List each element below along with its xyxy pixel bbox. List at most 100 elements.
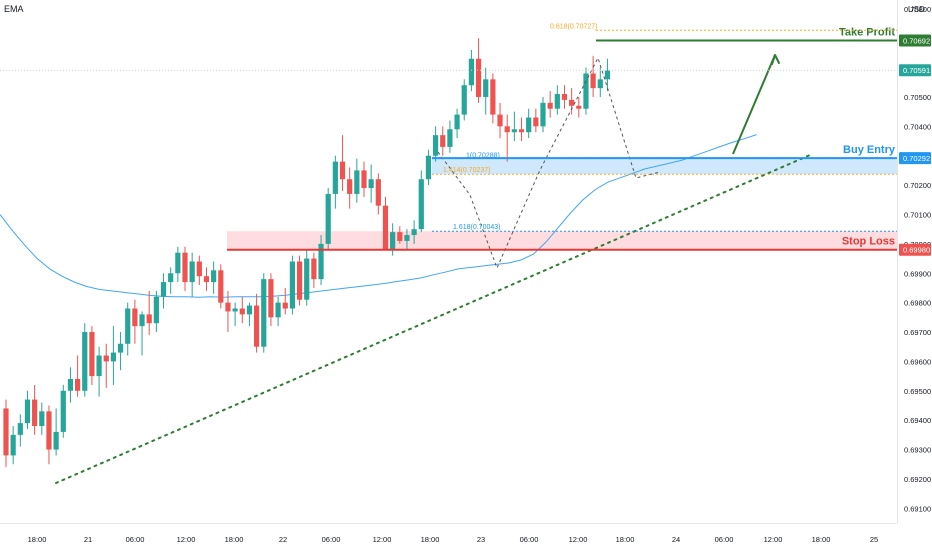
candle[interactable] bbox=[225, 290, 231, 333]
candle[interactable] bbox=[246, 302, 253, 327]
candle[interactable] bbox=[103, 343, 109, 388]
candle[interactable] bbox=[218, 264, 224, 309]
candle[interactable] bbox=[268, 273, 274, 327]
candle[interactable] bbox=[511, 111, 517, 142]
candle[interactable] bbox=[261, 273, 267, 353]
candle[interactable] bbox=[361, 161, 367, 197]
candle[interactable] bbox=[425, 149, 432, 186]
candle[interactable] bbox=[561, 85, 568, 109]
candle[interactable] bbox=[311, 252, 317, 288]
candle[interactable] bbox=[282, 287, 288, 315]
candle[interactable] bbox=[254, 293, 260, 353]
price-axis[interactable]: 0.708000.705000.704000.702000.701000.700… bbox=[899, 5, 931, 513]
candle[interactable] bbox=[17, 414, 23, 447]
candle[interactable] bbox=[304, 249, 310, 306]
candle[interactable] bbox=[139, 311, 145, 356]
candle[interactable] bbox=[196, 255, 202, 286]
candle[interactable] bbox=[289, 255, 295, 315]
candle[interactable] bbox=[211, 261, 217, 294]
candle[interactable] bbox=[318, 235, 324, 286]
candle[interactable] bbox=[146, 290, 152, 335]
candle[interactable] bbox=[39, 402, 45, 435]
candle[interactable] bbox=[332, 155, 338, 209]
candle[interactable] bbox=[604, 58, 611, 92]
candle[interactable] bbox=[168, 267, 174, 294]
candle[interactable] bbox=[518, 117, 525, 142]
candle[interactable] bbox=[182, 246, 188, 291]
candle[interactable] bbox=[461, 79, 467, 121]
candle[interactable] bbox=[526, 108, 532, 139]
time-tick: 24 bbox=[672, 535, 680, 544]
candle[interactable] bbox=[203, 267, 210, 291]
candle[interactable] bbox=[296, 255, 303, 306]
candle[interactable] bbox=[325, 188, 331, 250]
candle-body bbox=[440, 135, 446, 147]
candle[interactable] bbox=[96, 346, 102, 397]
current-badge-bg bbox=[899, 64, 931, 77]
candle[interactable] bbox=[132, 299, 138, 344]
candle[interactable] bbox=[454, 108, 460, 139]
candle[interactable] bbox=[117, 332, 124, 371]
candle-body bbox=[433, 135, 439, 156]
candle[interactable] bbox=[189, 252, 195, 297]
candle[interactable] bbox=[418, 170, 424, 233]
candle[interactable] bbox=[3, 399, 9, 468]
candle[interactable] bbox=[554, 85, 560, 115]
candle[interactable] bbox=[411, 220, 417, 244]
candle[interactable] bbox=[368, 164, 374, 203]
time-axis[interactable]: 18:00 21 06:00 12:00 18:00 22 06:00 12:00 18:00 2… bbox=[28, 535, 879, 544]
candle[interactable] bbox=[404, 229, 410, 250]
candle[interactable] bbox=[397, 226, 403, 244]
candle[interactable] bbox=[375, 173, 381, 215]
candle-body bbox=[339, 161, 346, 180]
candle[interactable] bbox=[382, 196, 389, 250]
candle[interactable] bbox=[89, 326, 95, 385]
candle[interactable] bbox=[440, 126, 446, 156]
candle[interactable] bbox=[483, 67, 489, 115]
candle[interactable] bbox=[153, 290, 159, 333]
candle[interactable] bbox=[583, 67, 589, 115]
projection-arrow-line[interactable] bbox=[732, 54, 776, 155]
candle[interactable] bbox=[32, 384, 38, 435]
candle[interactable] bbox=[490, 73, 496, 124]
price-tick: 0.69200 bbox=[904, 475, 931, 484]
candle[interactable] bbox=[53, 408, 59, 456]
candles-layer[interactable] bbox=[3, 38, 611, 468]
candle[interactable] bbox=[497, 102, 503, 139]
candle[interactable] bbox=[46, 405, 52, 465]
indicator-label[interactable]: EMA bbox=[4, 4, 24, 14]
support-trendline[interactable] bbox=[55, 154, 811, 484]
candle[interactable] bbox=[597, 67, 603, 97]
candle[interactable] bbox=[75, 355, 81, 397]
candle[interactable] bbox=[504, 114, 510, 162]
candle[interactable] bbox=[24, 390, 31, 429]
candle[interactable] bbox=[354, 158, 360, 203]
candle[interactable] bbox=[569, 88, 575, 115]
candle[interactable] bbox=[576, 96, 582, 118]
candle[interactable] bbox=[339, 135, 346, 191]
time-tick: 22 bbox=[279, 535, 287, 544]
candle[interactable] bbox=[160, 273, 167, 309]
candle[interactable] bbox=[533, 108, 539, 133]
candle[interactable] bbox=[110, 326, 116, 385]
candle[interactable] bbox=[125, 302, 131, 356]
candle[interactable] bbox=[82, 323, 88, 397]
candle[interactable] bbox=[547, 91, 553, 118]
take-profit-price-badge: 0.70692 bbox=[899, 34, 931, 47]
candle[interactable] bbox=[275, 296, 281, 327]
candle[interactable] bbox=[175, 246, 181, 283]
candle[interactable] bbox=[232, 302, 238, 327]
candle[interactable] bbox=[433, 126, 439, 162]
candle[interactable] bbox=[10, 426, 16, 465]
candle[interactable] bbox=[540, 96, 546, 133]
candle[interactable] bbox=[67, 367, 74, 403]
candle[interactable] bbox=[447, 120, 453, 153]
candle[interactable] bbox=[60, 384, 66, 438]
candle[interactable] bbox=[239, 296, 245, 324]
candle[interactable] bbox=[475, 38, 482, 103]
ema-line[interactable] bbox=[0, 134, 757, 298]
candle[interactable] bbox=[347, 167, 353, 209]
price-tick: 0.70500 bbox=[904, 93, 931, 102]
candle[interactable] bbox=[590, 55, 596, 97]
